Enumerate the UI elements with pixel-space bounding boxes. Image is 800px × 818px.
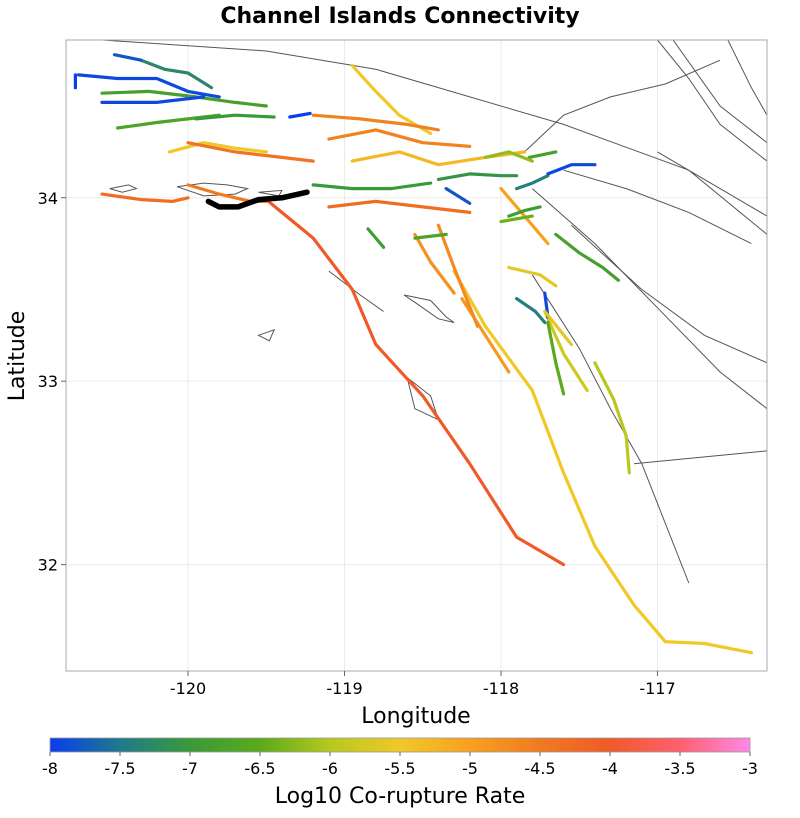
rupture-line [515, 297, 547, 325]
rupture-line [366, 227, 386, 249]
island-outline [258, 189, 283, 197]
rupture-line [311, 113, 440, 132]
fault-trace [524, 59, 721, 153]
rupture-line [413, 232, 456, 295]
rupture-line [436, 172, 519, 181]
rupture-lines [73, 53, 753, 655]
y-axis-ticks: 32 33 34 [38, 189, 66, 575]
plot-frame [65, 39, 768, 672]
fault-trace [727, 40, 767, 116]
rupture-line [452, 269, 753, 655]
rupture-line [436, 223, 480, 328]
colorbar-tick-label: -6 [322, 759, 338, 778]
fault-trace [531, 188, 767, 410]
rupture-line [264, 198, 566, 567]
colorbar-ticks: -8 -7.5 -7 -6.5 -6 -5.5 -5 -4.5 -4 -3.5 -3 [42, 752, 758, 778]
colorbar-tick-label: -5.5 [384, 759, 415, 778]
rupture-line [546, 320, 566, 396]
plot-background [66, 40, 767, 671]
island-outline [176, 182, 250, 197]
colorbar-tick-label: -8 [42, 759, 58, 778]
source-section [205, 189, 310, 210]
x-tick-label: -120 [170, 679, 206, 698]
rupture-line [507, 265, 558, 288]
rupture-line [593, 361, 631, 475]
rupture-line [139, 58, 214, 90]
x-axis-ticks: -120 -119 -118 -117 [170, 671, 676, 698]
rupture-line [100, 95, 206, 104]
rupture-line [499, 214, 534, 224]
rupture-line [444, 187, 472, 205]
fault-trace [657, 40, 767, 162]
y-tick-label: 33 [38, 372, 58, 391]
island-outline [403, 294, 455, 323]
colorbar-tick-label: -7.5 [104, 759, 135, 778]
rupture-line [167, 141, 268, 154]
colorbar-tick-label: -6.5 [244, 759, 275, 778]
rupture-line [543, 309, 589, 392]
rupture-line [546, 163, 597, 176]
x-axis-label: Longitude [361, 704, 470, 729]
y-tick-label: 34 [38, 189, 58, 208]
rupture-line [311, 181, 433, 191]
rupture-line [483, 150, 534, 163]
y-axis-label: Latitude [5, 311, 30, 402]
fault-trace [672, 40, 767, 144]
x-tick-label: -117 [639, 679, 675, 698]
rupture-line [327, 128, 472, 148]
island-outline [257, 328, 276, 342]
rupture-line [515, 174, 550, 191]
rupture-line [186, 141, 315, 163]
fault-trace [571, 224, 767, 364]
rupture-line [507, 205, 542, 218]
fault-trace [633, 450, 767, 465]
rupture-line [112, 53, 143, 62]
rupture-line [327, 199, 472, 214]
island-outline [109, 184, 138, 193]
fault-trace [657, 151, 767, 217]
rupture-line [543, 309, 573, 347]
fault-trace [101, 40, 767, 235]
fault-trace [328, 270, 384, 312]
rupture-line [288, 111, 312, 119]
rupture-line [413, 232, 448, 240]
colorbar [49, 737, 751, 753]
fault-traces [101, 40, 767, 584]
fault-trace [531, 274, 690, 584]
rupture-line [554, 232, 620, 282]
colorbar-tick-label: -3.5 [664, 759, 695, 778]
colorbar-tick-label: -3 [742, 759, 758, 778]
colorbar-tick-label: -4.5 [524, 759, 555, 778]
x-tick-label: -119 [326, 679, 362, 698]
colorbar-tick-label: -4 [602, 759, 618, 778]
source-section-line [205, 189, 310, 210]
chart-title: Channel Islands Connectivity [220, 4, 579, 29]
colorbar-tick-label: -5 [462, 759, 478, 778]
rupture-line [194, 113, 276, 121]
rupture-line [527, 150, 558, 159]
x-tick-label: -118 [483, 679, 519, 698]
rupture-line [76, 73, 221, 99]
rupture-line [100, 192, 190, 203]
y-tick-label: 32 [38, 556, 58, 575]
colorbar-tick-label: -7 [182, 759, 198, 778]
fault-trace [563, 169, 752, 245]
colorbar-label: Log10 Co-rupture Rate [275, 784, 526, 809]
